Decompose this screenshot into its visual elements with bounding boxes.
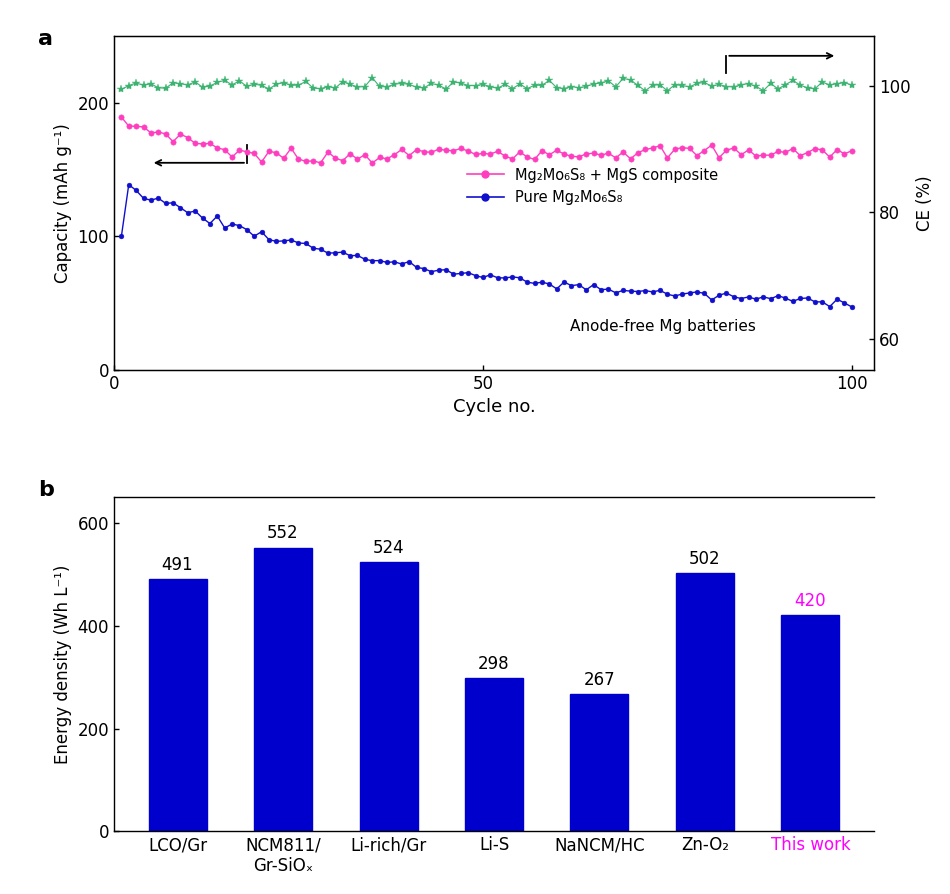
Text: 298: 298 — [478, 655, 510, 673]
Text: Anode-free Mg batteries: Anode-free Mg batteries — [570, 319, 756, 334]
Bar — [570, 694, 629, 831]
Bar — [148, 579, 206, 831]
X-axis label: Cycle no.: Cycle no. — [452, 399, 536, 417]
Text: 502: 502 — [689, 550, 721, 568]
Text: 552: 552 — [267, 525, 299, 543]
Text: b: b — [38, 480, 54, 501]
Y-axis label: Capacity (mAh g⁻¹): Capacity (mAh g⁻¹) — [54, 123, 72, 283]
Legend: Mg₂Mo₆S₈ + MgS composite, Pure Mg₂Mo₆S₈: Mg₂Mo₆S₈ + MgS composite, Pure Mg₂Mo₆S₈ — [462, 162, 724, 211]
Bar — [782, 615, 840, 831]
Text: 491: 491 — [162, 556, 194, 574]
Text: 524: 524 — [372, 539, 405, 557]
Bar — [676, 573, 734, 831]
Y-axis label: Energy density (Wh L⁻¹): Energy density (Wh L⁻¹) — [54, 565, 72, 764]
Text: 267: 267 — [583, 671, 616, 689]
Bar — [359, 562, 418, 831]
Y-axis label: CE (%): CE (%) — [916, 175, 934, 231]
Bar — [465, 679, 523, 831]
Text: a: a — [38, 30, 53, 49]
Text: 420: 420 — [794, 592, 826, 611]
Bar — [254, 547, 312, 831]
